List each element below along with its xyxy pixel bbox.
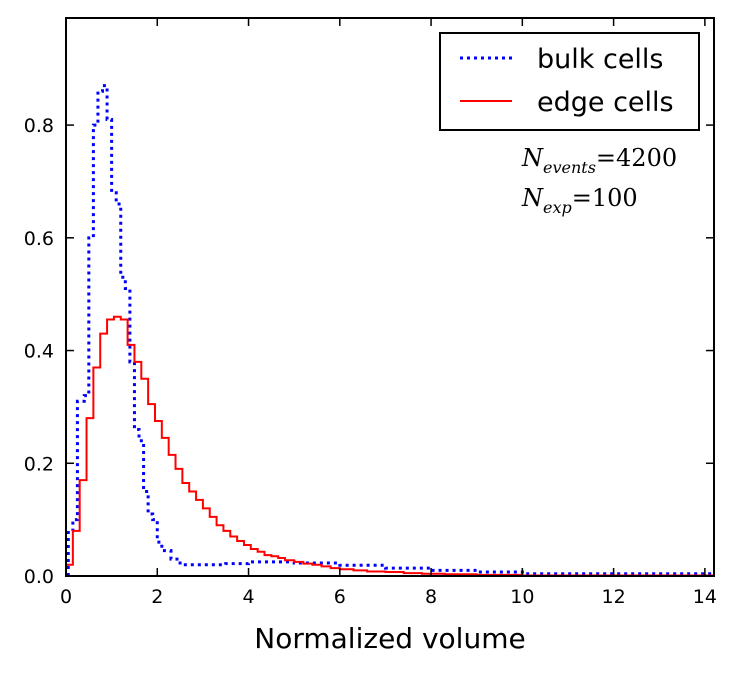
- x-tick-label: 2: [151, 586, 163, 608]
- legend-label-bulk-cells: bulk cells: [537, 44, 664, 75]
- x-tick-label: 12: [602, 586, 626, 608]
- y-tick-label: 0.2: [24, 453, 54, 475]
- x-tick-label: 4: [242, 586, 254, 608]
- x-tick-label: 0: [60, 586, 72, 608]
- legend-box: [439, 32, 700, 131]
- series-bulk-cells-steps: [66, 84, 714, 576]
- x-axis-title: Normalized volume: [254, 622, 525, 655]
- y-tick-label: 0.6: [24, 228, 54, 250]
- annotation-n-events: Nevents=4200: [521, 144, 677, 177]
- annotation-n-exp: Nexp=100: [521, 184, 638, 217]
- ticks-layer: 0 2 4 6 8 10 12 14 0.0 0.2 0.4 0.6 0.8: [24, 18, 717, 608]
- x-tick-label: 8: [425, 586, 437, 608]
- x-tick-label: 6: [334, 586, 346, 608]
- series-edge-cells-steps: [65, 315, 714, 577]
- y-tick-label: 0.0: [24, 566, 54, 588]
- x-tick-label: 14: [693, 586, 717, 608]
- legend-label-edge-cells: edge cells: [537, 87, 674, 118]
- series-layer: [65, 84, 714, 577]
- plot-frame: [65, 17, 715, 577]
- y-tick-label: 0.4: [24, 341, 54, 363]
- x-tick-label: 10: [510, 586, 534, 608]
- legend: bulk cells edge cells: [439, 32, 700, 131]
- y-tick-label: 0.8: [24, 115, 54, 137]
